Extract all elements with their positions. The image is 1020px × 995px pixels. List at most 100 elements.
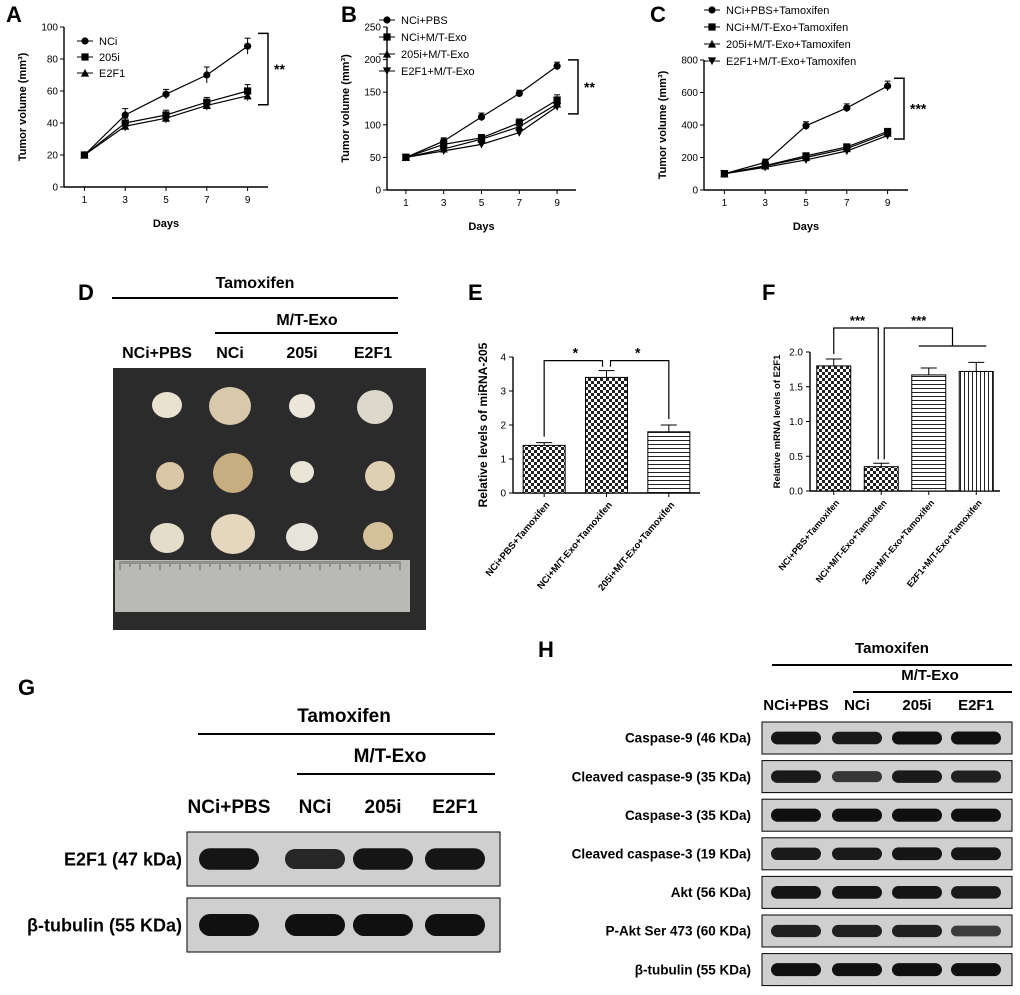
legend-marker — [383, 33, 391, 41]
blot-band — [832, 731, 882, 745]
bar — [958, 370, 994, 492]
y-axis-label: Tumor volume (mm³) — [657, 70, 669, 179]
blot-row-label: Cleaved caspase-3 (19 KDa) — [572, 847, 751, 862]
significance-bracket — [543, 360, 604, 437]
blot-band — [832, 847, 882, 861]
data-point — [515, 129, 524, 137]
x-tick-label: 3 — [762, 198, 768, 209]
x-axis-label: Days — [468, 221, 494, 233]
bar — [585, 376, 628, 494]
y-tick-label: 0 — [375, 186, 381, 197]
panel-d-tumor-photo: Tamoxifen M/T-Exo NCi+PBS NCi 205i E2F1 — [112, 275, 426, 630]
blot-row-label: Caspase-9 (46 KDa) — [625, 731, 751, 746]
lane-label: E2F1 — [432, 797, 478, 818]
chart-c-tumor-volume: 0 200 400 600 800 1 3 5 7 9 Days Tumor volume (mm³)… — [657, 5, 927, 233]
panel-letter-d: D — [78, 280, 94, 305]
blot-band — [832, 808, 882, 822]
x-tick-label: 3 — [122, 195, 128, 206]
legend-label: 205i+M/T-Exo — [401, 49, 469, 61]
blot-band — [199, 848, 259, 870]
chart-a-tumor-volume: 0 20 40 60 80 100 1 3 5 7 9 Days Tumor volume (mm³) N… — [17, 23, 285, 231]
legend-marker — [383, 16, 391, 24]
panel-g-western-blot: Tamoxifen M/T-Exo NCi+PBS NCi 205i E2F1 E2F1 (… — [27, 706, 501, 953]
y-tick-label: 100 — [364, 120, 381, 131]
lane-label: 205i — [365, 797, 402, 818]
y-tick-label: 0.5 — [789, 452, 803, 463]
legend-label: E2F1+M/T-Exo+Tamoxifen — [726, 56, 856, 68]
data-point — [515, 89, 523, 98]
legend-label: NCi+M/T-Exo+Tamoxifen — [726, 22, 848, 34]
chart-f-e2f1-mrna: 0.0 0.5 1.0 1.5 2.0 Relative mRNA levels of E… — [772, 313, 1000, 589]
significance-bracket — [568, 59, 579, 115]
x-tick-label: 1 — [722, 198, 728, 209]
bar — [522, 444, 566, 494]
blot-band — [771, 847, 821, 861]
blot-band — [353, 913, 413, 937]
blot-band — [771, 963, 821, 977]
significance-bracket — [258, 32, 269, 106]
significance-label: *** — [850, 313, 866, 328]
tumor-sample — [152, 392, 182, 418]
data-point — [401, 153, 410, 162]
y-tick-label: 20 — [47, 151, 59, 162]
panel-h-western-blot: Tamoxifen M/T-Exo NCi+PBS NCi 205i E2F1 Caspas… — [572, 640, 1013, 987]
panel-letter-f: F — [762, 280, 775, 305]
blot-band — [892, 963, 942, 977]
tumor-sample — [211, 514, 255, 554]
legend-label: 205i — [99, 52, 120, 64]
blot-band — [771, 886, 821, 899]
tumor-sample — [150, 523, 184, 553]
ruler-ticks — [119, 561, 401, 570]
blot-band — [832, 771, 882, 783]
legend-label: NCi — [99, 36, 117, 48]
legend-marker — [382, 67, 392, 76]
y-tick-label: 0 — [52, 183, 58, 194]
data-point — [121, 122, 130, 130]
blot-band — [951, 886, 1001, 899]
y-tick-label: 2 — [500, 421, 506, 432]
tumor-sample — [156, 462, 184, 490]
legend-marker — [707, 39, 717, 48]
tumor-sample — [289, 394, 315, 418]
data-point — [439, 147, 448, 155]
blot-band — [951, 731, 1001, 745]
bar — [863, 466, 899, 492]
y-tick-label: 1.5 — [789, 382, 803, 393]
d-tamoxifen-label: Tamoxifen — [216, 275, 295, 292]
blot-band — [771, 770, 821, 783]
y-tick-label: 50 — [370, 153, 382, 164]
blot-band — [353, 848, 413, 870]
x-axis-label: Days — [793, 221, 819, 233]
blot-band — [771, 731, 821, 745]
tumor-sample — [357, 390, 393, 424]
tumor-sample — [213, 453, 253, 493]
data-point — [440, 140, 448, 148]
y-tick-label: 60 — [47, 87, 59, 98]
y-axis-label: Relative levels of miRNA-205 — [476, 342, 490, 507]
legend-marker — [707, 57, 717, 66]
y-axis-label: Tumor volume (mm³) — [340, 54, 352, 163]
lane-label: 205i — [902, 697, 931, 714]
data-point — [884, 82, 892, 90]
data-point — [477, 113, 486, 121]
blot-row-label: E2F1 (47 kDa) — [64, 849, 182, 869]
panel-letter-h: H — [538, 637, 554, 662]
blot-band — [951, 925, 1001, 937]
significance-label: ** — [274, 61, 285, 77]
blot-row-label: β-tubulin (55 KDa) — [27, 915, 182, 935]
blot-row-label: Caspase-3 (35 KDa) — [625, 808, 751, 823]
tamoxifen-label: Tamoxifen — [855, 640, 929, 657]
data-point — [761, 163, 770, 172]
x-tick-label: 9 — [554, 198, 560, 209]
tumor-sample — [290, 461, 314, 483]
lane-label: NCi — [844, 697, 870, 714]
bar — [647, 431, 691, 494]
x-tick-label: 9 — [885, 198, 891, 209]
data-point — [553, 62, 561, 70]
x-tick-label: 1 — [403, 198, 409, 209]
legend-label: E2F1+M/T-Exo — [401, 66, 475, 78]
data-point — [202, 101, 211, 109]
y-tick-label: 2.0 — [789, 348, 803, 359]
legend-marker — [708, 6, 716, 14]
